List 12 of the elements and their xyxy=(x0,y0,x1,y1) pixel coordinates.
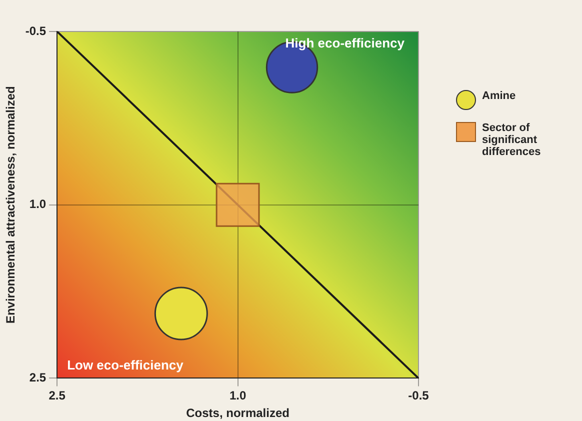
x-axis-title: Costs, normalized xyxy=(186,406,290,420)
y-tick-label: 2.5 xyxy=(29,370,46,385)
annotation: High eco-efficiency xyxy=(285,36,406,51)
x-tick-label: -0.5 xyxy=(408,388,430,403)
legend-label: Sector of significant differences xyxy=(482,122,542,158)
legend-label: Amine xyxy=(482,90,516,102)
y-axis-title: Environmental attractiveness, normalized xyxy=(4,86,18,324)
y-tick-label: 1.0 xyxy=(29,197,46,212)
annotation: Low eco-efficiency xyxy=(67,357,184,372)
y-tick-label: -0.5 xyxy=(25,24,46,38)
x-tick-label: 2.5 xyxy=(48,388,66,403)
x-tick-label: 1.0 xyxy=(229,388,246,403)
